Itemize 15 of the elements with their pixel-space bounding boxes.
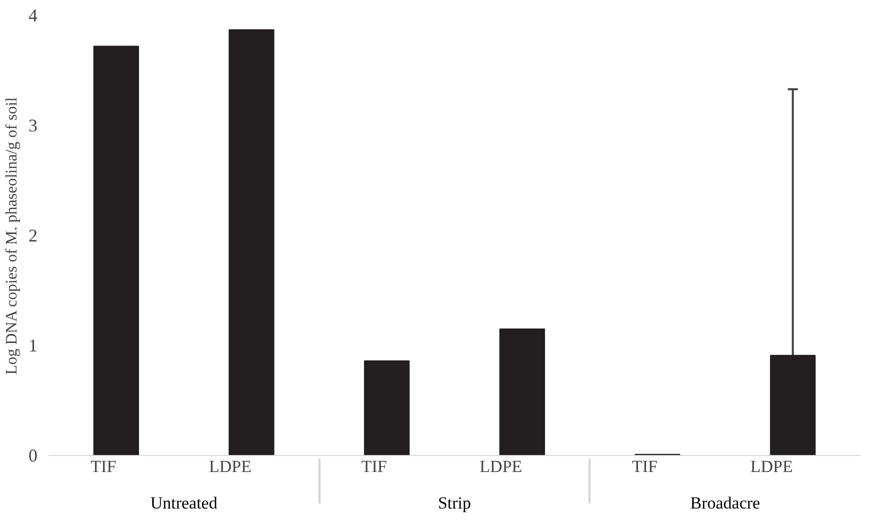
x-tick-label: LDPE [209,457,252,476]
y-tick-label: 0 [28,446,38,466]
y-tick-label: 3 [28,116,38,136]
y-tick-label: 4 [28,6,38,26]
y-axis-title: Log DNA copies of M. phaseolina/g of soil [4,96,20,375]
x-tick-label: TIF [90,457,116,476]
x-tick-label: TIF [361,457,387,476]
text: Untreated [150,494,218,512]
x-tick-label: TIF [632,457,658,476]
y-tick-label: 2 [28,226,38,246]
x-tick-label: LDPE [480,457,522,476]
x-tick-label: LDPE [750,457,793,476]
text: Strip [438,494,472,512]
text: Broadacre [690,494,760,512]
y-tick-label: 1 [28,336,38,356]
